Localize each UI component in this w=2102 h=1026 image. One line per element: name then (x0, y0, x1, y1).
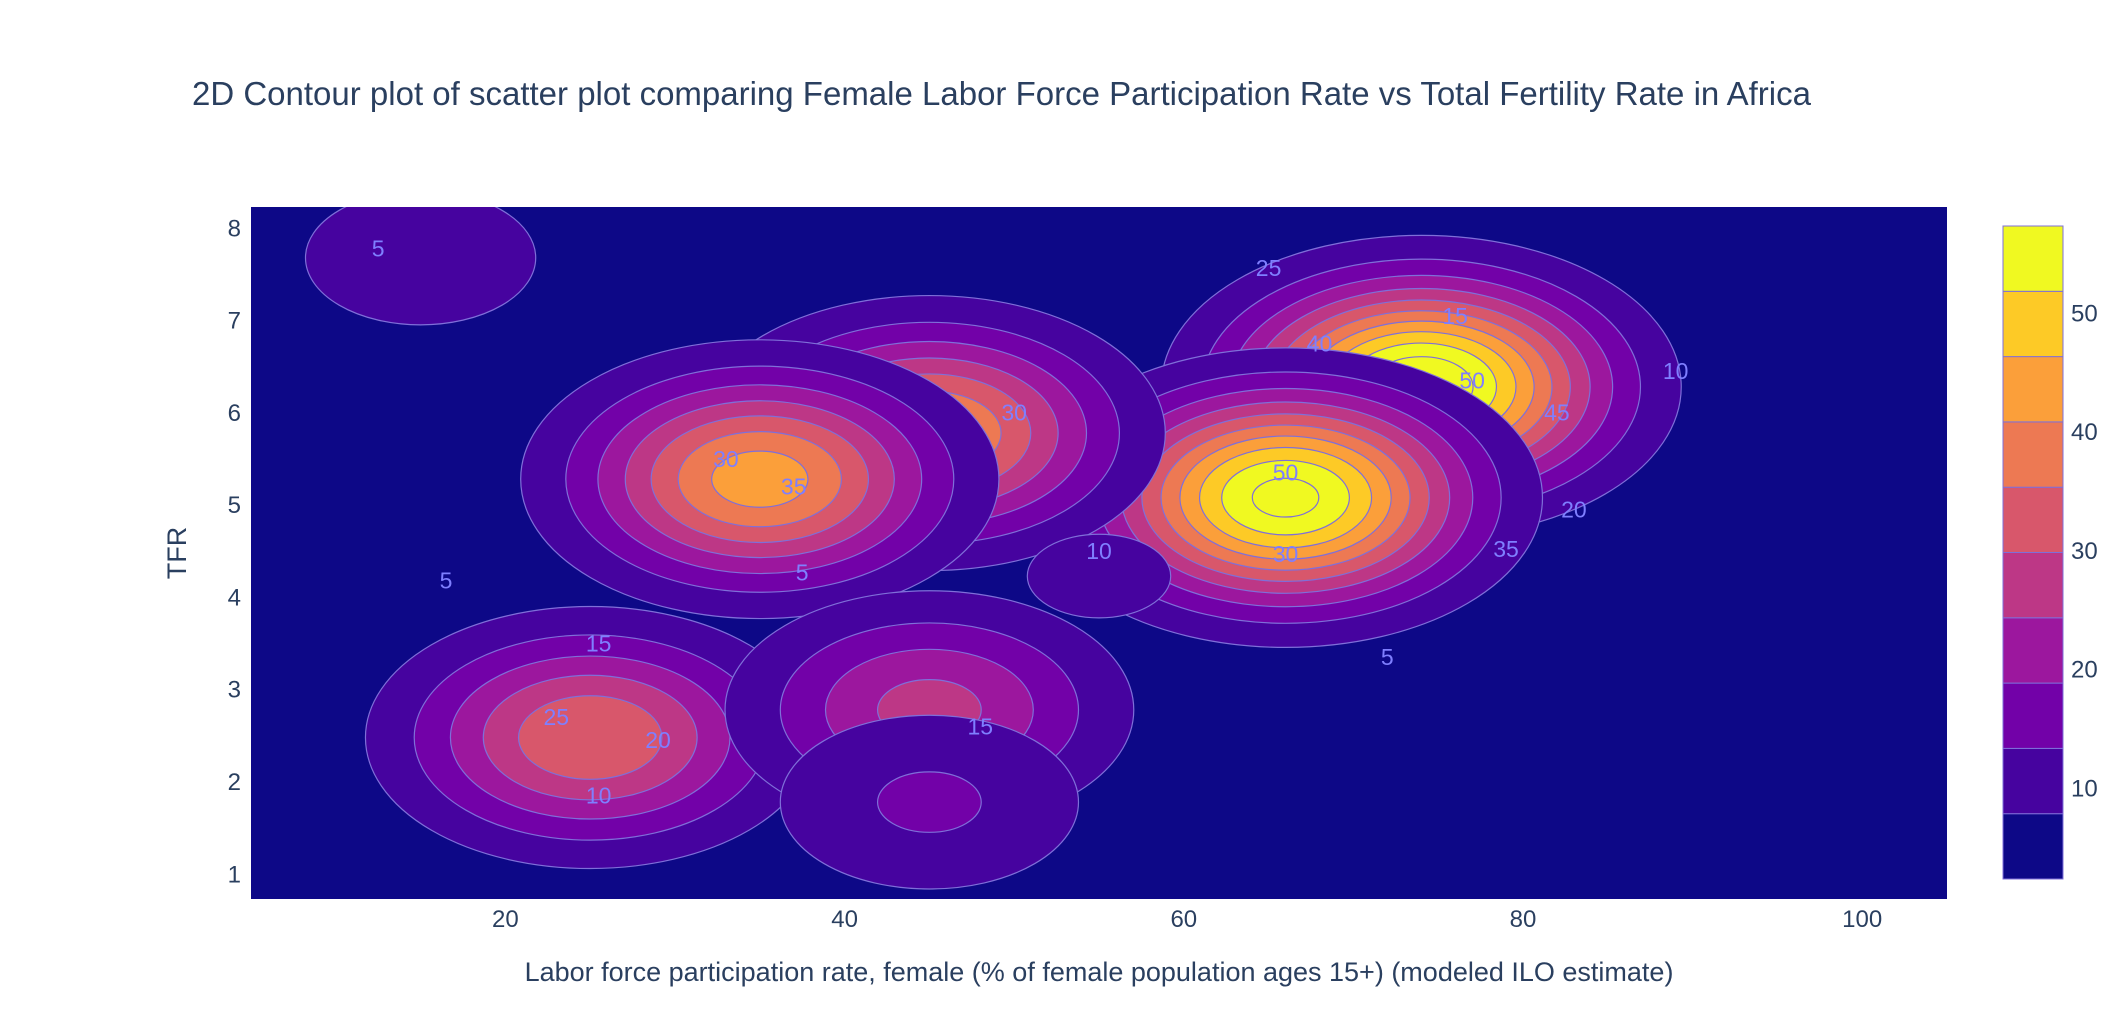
x-tick-label: 100 (1842, 906, 1882, 933)
contour-label: 45 (1544, 400, 1570, 426)
y-tick-label: 2 (228, 769, 241, 796)
contour-label: 25 (543, 704, 569, 730)
colorbar: 10 20 30 40 50 (2002, 225, 2098, 880)
x-tick-label: 20 (492, 906, 519, 933)
y-tick-label: 5 (228, 492, 241, 519)
contour-label: 35 (781, 473, 807, 499)
contour-band-50 (1251, 477, 1320, 518)
colorbar-band (2002, 356, 2064, 423)
contour-label: 15 (967, 713, 993, 739)
contour-label: 5 (372, 235, 385, 261)
colorbar-tick-label: 50 (2071, 300, 2098, 327)
colorbar-tick-label: 20 (2071, 657, 2098, 684)
contour-label: 5 (1381, 644, 1394, 670)
contour-label: 30 (1273, 541, 1299, 567)
x-tick-label: 80 (1510, 906, 1537, 933)
contour-band-10 (876, 771, 982, 833)
contour-label: 15 (586, 630, 612, 656)
contour-label: 15 (1442, 303, 1468, 329)
x-tick-label: 40 (831, 906, 858, 933)
colorbar-band (2002, 290, 2064, 358)
contour-label: 10 (586, 783, 612, 809)
y-axis: 1 2 3 4 5 6 7 8 (228, 215, 241, 888)
density-peak-5 (364, 605, 816, 870)
density-contours (304, 207, 1682, 890)
colorbar-band (2002, 421, 2064, 488)
colorbar-band (2002, 486, 2064, 554)
colorbar-band (2002, 552, 2064, 619)
colorbar-band (2002, 813, 2064, 880)
colorbar-band (2002, 617, 2064, 684)
colorbar-band (2002, 225, 2064, 292)
contour-label: 50 (1459, 367, 1485, 393)
colorbar-band (2002, 747, 2064, 815)
contour-label: 50 (1273, 460, 1299, 486)
contour-label: 40 (1307, 330, 1333, 356)
colorbar-tick-label: 40 (2071, 419, 2098, 446)
contour-label: 10 (1663, 358, 1689, 384)
x-axis-label: Labor force participation rate, female (… (525, 957, 1674, 987)
y-tick-label: 3 (228, 677, 241, 704)
contour-label: 20 (1561, 497, 1587, 523)
colorbar-tick-label: 10 (2071, 775, 2098, 802)
y-tick-label: 7 (228, 308, 241, 335)
density-peak-8 (304, 207, 537, 326)
contour-labels: 5 5 5 5 10 10 10 15 15 15 20 20 25 25 30 30 30 35 35 40 45 50… (372, 235, 1689, 808)
y-tick-label: 6 (228, 400, 241, 427)
contour-label: 35 (1493, 536, 1519, 562)
contour-band-5 (304, 207, 537, 326)
contour-label: 20 (645, 727, 671, 753)
contour-label: 5 (440, 568, 453, 594)
y-axis-label: TFR (162, 527, 192, 579)
colorbar-band (2002, 682, 2064, 749)
density-peak-4 (520, 339, 1000, 620)
x-axis: 20 40 60 80 100 (492, 906, 1882, 933)
contour-label: 10 (1086, 538, 1112, 564)
contour-band-25 (517, 695, 663, 780)
contour-label: 5 (796, 559, 809, 585)
colorbar-tick-label: 30 (2071, 538, 2098, 565)
y-tick-label: 4 (228, 584, 241, 611)
contour-band-35 (711, 450, 809, 508)
x-tick-label: 60 (1170, 906, 1197, 933)
chart-title: 2D Contour plot of scatter plot comparin… (192, 75, 1812, 112)
density-peak-9 (1026, 533, 1172, 619)
contour-band-5 (1026, 533, 1172, 619)
contour-label: 25 (1256, 255, 1282, 281)
contour-label: 30 (1001, 400, 1027, 426)
contour-label: 30 (713, 446, 739, 472)
y-tick-label: 1 (228, 861, 241, 888)
y-tick-label: 8 (228, 215, 241, 242)
density-peak-7 (779, 714, 1080, 890)
plot-area[interactable]: 5 5 5 5 10 10 10 15 15 15 20 20 25 25 30 30 30 35 35 40 45 50… (251, 191, 1947, 899)
